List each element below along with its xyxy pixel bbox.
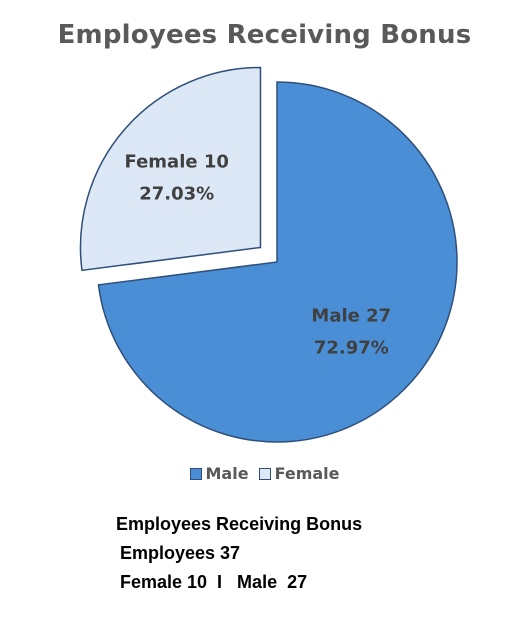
pie-chart: Male 27 72.97% Female 10 27.03% <box>79 66 458 443</box>
pie-slice-female <box>79 66 262 272</box>
summary-title: Employees Receiving Bonus <box>116 514 363 534</box>
legend-item-male: Male <box>189 464 249 483</box>
summary-text: Employees Receiving Bonus Employees 37 F… <box>116 510 362 597</box>
legend-item-female: Female <box>258 464 340 483</box>
legend-swatch-female <box>258 467 271 480</box>
legend-swatch-male <box>189 467 202 480</box>
data-label-female-percent: 27.03% <box>139 184 214 205</box>
legend: Male Female <box>0 464 529 483</box>
data-label-male-value: Male 27 <box>311 305 391 326</box>
legend-label-female: Female <box>274 464 340 483</box>
legend-label-male: Male <box>205 464 249 483</box>
pie-slice-male <box>97 81 458 443</box>
data-label-male-percent: 72.97% <box>314 337 389 358</box>
summary-total: Employees 37 <box>120 543 241 563</box>
data-label-female-value: Female 10 <box>125 152 229 173</box>
summary-breakdown: Female 10 I Male 27 <box>120 572 308 592</box>
chart-title: Employees Receiving Bonus <box>57 20 472 50</box>
